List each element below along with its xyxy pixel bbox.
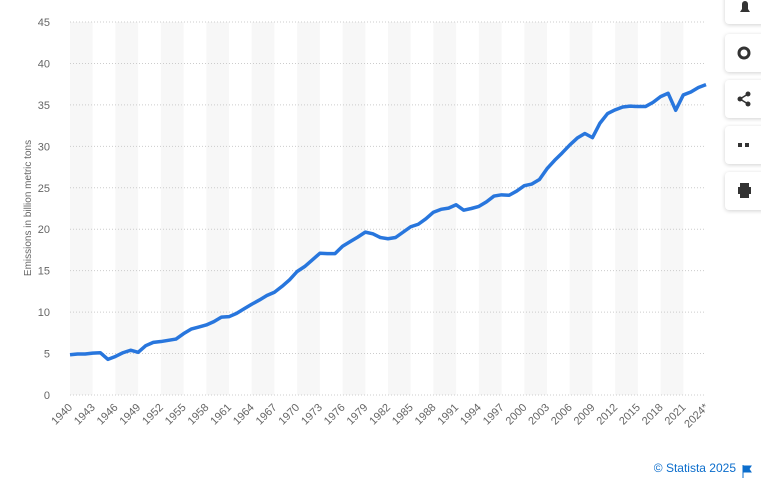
y-tick-label: 20 — [38, 224, 50, 236]
y-tick-label: 40 — [38, 58, 50, 70]
x-tick-label: 2024* — [682, 401, 711, 430]
x-tick-label: 1967 — [254, 402, 280, 428]
x-tick-label: 1943 — [72, 402, 98, 428]
print-icon — [738, 183, 751, 198]
y-tick-label: 15 — [38, 266, 50, 278]
x-tick-label: 2018 — [640, 402, 666, 428]
band — [660, 22, 684, 395]
notify-button[interactable] — [725, 0, 761, 24]
x-tick-label: 2006 — [549, 402, 575, 428]
x-tick-label: 1994 — [458, 402, 484, 428]
share-icon — [737, 91, 751, 107]
y-tick-label: 10 — [38, 307, 50, 319]
x-tick-label: 1970 — [276, 402, 302, 428]
quote-icon — [738, 143, 749, 147]
line — [69, 82, 707, 362]
flag-icon[interactable] — [742, 465, 752, 478]
gear-icon — [737, 46, 751, 60]
x-tick-label: 2003 — [526, 402, 552, 428]
band — [478, 22, 502, 395]
band — [569, 22, 593, 395]
band — [160, 22, 184, 395]
x-tick-label: 1952 — [140, 402, 166, 428]
share-button[interactable] — [725, 80, 761, 118]
band — [615, 22, 638, 395]
x-tick-label: 1976 — [322, 402, 348, 428]
x-tick-label: 1982 — [367, 402, 393, 428]
x-tick-label: 1997 — [481, 402, 507, 428]
x-tick-label: 1940 — [49, 402, 75, 428]
x-tick-label: 1949 — [117, 402, 143, 428]
x-tick-label: 1955 — [163, 402, 189, 428]
x-tick-label: 1973 — [299, 402, 325, 428]
y-tick-label: 25 — [38, 183, 50, 195]
y-tick-label: 45 — [38, 17, 50, 29]
x-tick-label: 1958 — [186, 402, 212, 428]
band — [342, 22, 366, 395]
x-tick-label: 1964 — [231, 402, 257, 428]
y-tick-label: 5 — [44, 349, 50, 361]
band — [524, 22, 547, 395]
x-tick-label: 1961 — [208, 402, 234, 428]
band — [251, 22, 275, 395]
band — [388, 22, 411, 395]
x-tick-label: 2000 — [504, 402, 530, 428]
y-tick-label: 35 — [38, 100, 50, 112]
settings-button[interactable] — [725, 34, 761, 72]
x-tick-label: 1979 — [345, 402, 371, 428]
x-tick-label: 2015 — [617, 402, 643, 428]
y-axis-label: Emissions in billion metric tons — [23, 140, 34, 276]
y-tick-label: 30 — [38, 141, 50, 153]
x-tick-label: 2012 — [594, 402, 620, 428]
x-tick-label: 2009 — [572, 402, 598, 428]
bell-icon — [740, 1, 750, 12]
y-tick-label: 0 — [44, 390, 50, 402]
x-tick-label: 1946 — [95, 402, 121, 428]
band — [297, 22, 320, 395]
band — [206, 22, 229, 395]
print-button[interactable] — [725, 172, 761, 210]
band — [70, 22, 93, 395]
cite-button[interactable] — [725, 126, 761, 164]
band — [115, 22, 139, 395]
source[interactable]: © Statista 2025 — [654, 461, 737, 475]
x-tick-label: 1985 — [390, 402, 416, 428]
x-tick-label: 1991 — [435, 402, 461, 428]
x-tick-label: 1988 — [413, 402, 439, 428]
